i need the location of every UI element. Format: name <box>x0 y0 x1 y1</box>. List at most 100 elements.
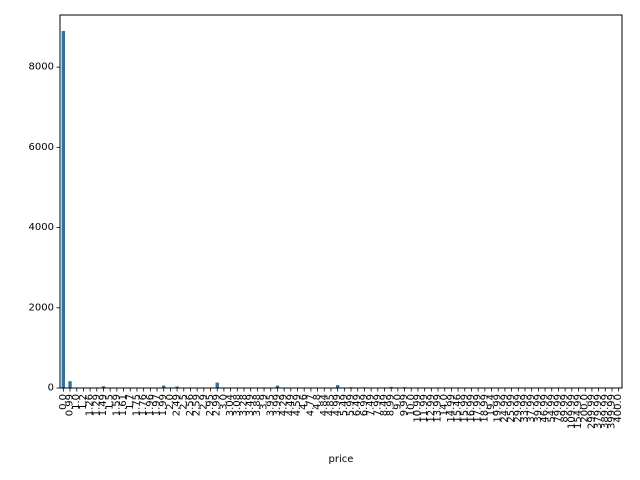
x-tick-label: 17.99 <box>473 394 484 423</box>
x-tick-label: 3.99 <box>272 394 283 416</box>
x-axis-label: price <box>329 454 354 465</box>
x-tick-label: 1.26 <box>85 394 96 416</box>
x-tick-label: 3.0 <box>218 394 229 410</box>
x-tick-label: 37.99 <box>526 394 537 423</box>
x-tick-label: 3.04 <box>225 394 236 416</box>
x-tick-label: 14.99 <box>446 394 457 423</box>
x-tick-label: 89.99 <box>560 394 571 423</box>
x-tick-label: 0.0 <box>58 394 69 410</box>
x-tick-label: 1.76 <box>138 394 149 416</box>
x-tick-label: 10.0 <box>406 394 417 416</box>
x-tick-label: 1.61 <box>118 394 129 416</box>
x-tick-label: 15.46 <box>453 394 464 423</box>
x-tick-label: 11.99 <box>419 394 430 423</box>
x-tick-label: 8.49 <box>379 394 390 416</box>
x-tick-label: 0.99 <box>65 394 76 416</box>
x-tick-label: 19.4 <box>486 394 497 416</box>
x-tick-label: 2.5 <box>178 394 189 410</box>
x-tick-label: 4.85 <box>325 394 336 416</box>
x-tick-label: 379.99 <box>593 394 604 429</box>
x-tick-label: 6.99 <box>359 394 370 416</box>
x-tick-label: 4.84 <box>319 394 330 416</box>
x-tick-label: 10.99 <box>412 394 423 423</box>
x-tick-label: 154.99 <box>573 394 584 429</box>
x-tick-label: 4.6 <box>299 394 310 410</box>
bar <box>335 385 340 388</box>
x-tick-label: 12.99 <box>426 394 437 423</box>
bar <box>61 31 66 389</box>
x-tick-label: 19.99 <box>493 394 504 423</box>
x-tick-label: 1.96 <box>145 394 156 416</box>
x-tick-label: 29.99 <box>513 394 524 423</box>
x-tick-label: 2.9 <box>198 394 209 410</box>
x-tick-label: 299.99 <box>586 394 597 429</box>
x-tick-label: 1.59 <box>111 394 122 416</box>
x-tick-label: 9.99 <box>399 394 410 416</box>
x-tick-label: 2.0 <box>165 394 176 410</box>
x-tick-label: 400.0 <box>613 394 624 423</box>
x-tick-label: 16.99 <box>466 394 477 423</box>
x-tick-label: 2.59 <box>192 394 203 416</box>
x-tick-label: 39.99 <box>533 394 544 423</box>
x-tick-label: 1.2 <box>78 394 89 410</box>
x-tick-label: 1.49 <box>98 394 109 416</box>
x-tick-label: 54.99 <box>546 394 557 423</box>
bar <box>175 386 179 388</box>
x-tick-label: 2.56 <box>185 394 196 416</box>
x-tick-label: 1.5 <box>105 394 116 410</box>
y-tick-label: 2000 <box>29 302 54 313</box>
x-tick-label: 9.0 <box>392 394 403 410</box>
bar <box>389 386 393 388</box>
y-tick-label: 6000 <box>29 142 54 153</box>
x-tick-label: 3.88 <box>252 394 263 416</box>
x-tick-label: 3.49 <box>245 394 256 416</box>
x-tick-label: 18.99 <box>479 394 490 423</box>
y-axis-ticks: 0 2000 4000 6000 8000 <box>29 62 60 394</box>
y-tick-label: 0 <box>48 383 54 394</box>
x-tick-label: 399.99 <box>606 394 617 429</box>
x-tick-label: 1.29 <box>91 394 102 416</box>
x-tick-label: 4.77 <box>305 394 316 416</box>
axes-frame <box>59 14 623 389</box>
bar <box>101 386 106 388</box>
x-axis-ticks: 0.00.991.01.21.261.291.491.51.591.611.71… <box>58 388 624 429</box>
bar <box>275 385 280 388</box>
x-tick-label: 6.49 <box>352 394 363 416</box>
x-tick-label: 5.49 <box>339 394 350 416</box>
x-tick-label: 389.99 <box>600 394 611 429</box>
x-tick-label: 8.99 <box>386 394 397 416</box>
x-tick-label: 1.97 <box>152 394 163 416</box>
x-tick-label: 3.95 <box>265 394 276 416</box>
y-tick-label: 4000 <box>29 222 54 233</box>
x-tick-label: 15.99 <box>459 394 470 423</box>
x-tick-label: 33.99 <box>519 394 530 423</box>
x-tick-label: 2.95 <box>205 394 216 416</box>
x-tick-label: 5.99 <box>346 394 357 416</box>
x-tick-label: 24.99 <box>499 394 510 423</box>
x-tick-label: 79.99 <box>553 394 564 423</box>
x-tick-label: 4.49 <box>285 394 296 416</box>
x-tick-label: 2.49 <box>172 394 183 416</box>
x-tick-label: 25.99 <box>506 394 517 423</box>
x-tick-label: 200.0 <box>580 394 591 423</box>
x-tick-label: 4.59 <box>292 394 303 416</box>
x-tick-label: 4.29 <box>279 394 290 416</box>
x-tick-label: 7.49 <box>366 394 377 416</box>
x-tick-label: 4.8 <box>312 394 323 410</box>
x-tick-label: 7.99 <box>372 394 383 416</box>
x-tick-label: 1.75 <box>131 394 142 416</box>
x-tick-label: 13.99 <box>433 394 444 423</box>
x-tick-label: 14.0 <box>439 394 450 416</box>
x-tick-label: 4.99 <box>332 394 343 416</box>
x-tick-label: 3.9 <box>259 394 270 410</box>
x-tick-label: 1.0 <box>71 394 82 410</box>
x-tick-label: 46.99 <box>540 394 551 423</box>
bars-group <box>61 31 621 389</box>
bar <box>162 385 166 388</box>
x-tick-label: 1.7 <box>125 394 136 410</box>
x-tick-label: 109.99 <box>566 394 577 429</box>
x-tick-label: 1.99 <box>158 394 169 416</box>
x-tick-label: 3.28 <box>238 394 249 416</box>
x-tick-label: 3.08 <box>232 394 243 416</box>
